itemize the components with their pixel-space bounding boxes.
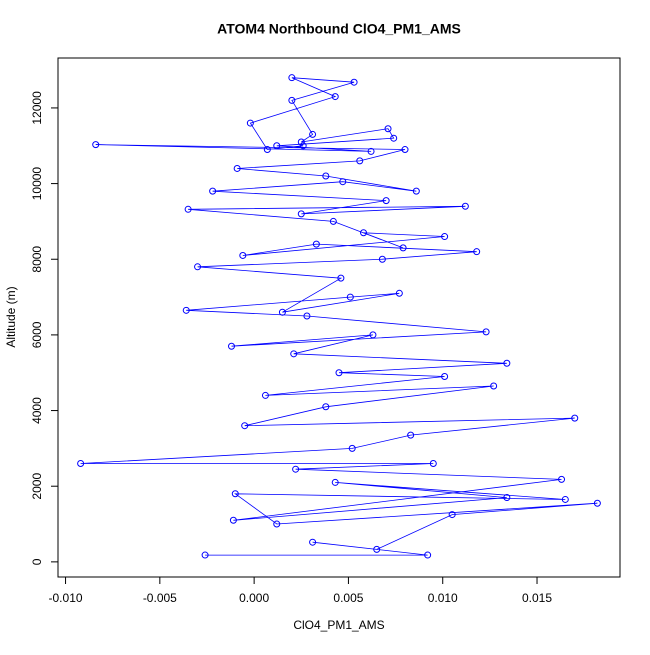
data-point	[233, 164, 241, 172]
data-point	[482, 328, 490, 336]
y-tick-label: 8000	[30, 246, 44, 273]
chart-title: ATOM4 Northbound ClO4_PM1_AMS	[217, 21, 461, 37]
data-point	[288, 74, 296, 82]
x-tick-label: 0.010	[428, 591, 458, 605]
data-point	[346, 293, 354, 301]
data-point	[429, 460, 437, 468]
data-point	[390, 134, 398, 142]
data-point	[329, 217, 337, 225]
data-point	[246, 119, 254, 127]
data-point	[228, 342, 236, 350]
x-tick-label: 0.005	[333, 591, 363, 605]
data-point	[263, 146, 271, 154]
data-point	[384, 125, 392, 133]
x-tick-label: 0.000	[239, 591, 269, 605]
data-point	[412, 187, 420, 195]
data-point	[448, 511, 456, 519]
data-point	[273, 142, 281, 150]
data-point	[309, 130, 317, 138]
data-point	[490, 382, 498, 390]
data-point	[561, 495, 569, 503]
data-point	[401, 146, 409, 154]
data-point	[335, 369, 343, 377]
data-point	[356, 157, 364, 165]
data-point	[241, 422, 249, 430]
data-point	[382, 197, 390, 205]
data-point	[229, 516, 237, 524]
data-point	[290, 350, 298, 358]
data-point	[473, 248, 481, 256]
data-point	[77, 460, 85, 468]
x-tick-label: -0.010	[49, 591, 83, 605]
data-point	[331, 478, 339, 486]
data-point	[322, 172, 330, 180]
y-tick-label: 10000	[30, 167, 44, 201]
y-tick-label: 12000	[30, 91, 44, 125]
x-axis-label: ClO4_PM1_AMS	[293, 618, 384, 632]
y-tick-label: 6000	[30, 321, 44, 348]
data-point	[194, 263, 202, 271]
y-axis-label: Altitude (m)	[4, 286, 18, 347]
data-point	[395, 289, 403, 297]
data-point	[239, 251, 247, 259]
data-point	[201, 551, 209, 559]
data-point	[424, 551, 432, 559]
x-tick-label: -0.005	[143, 591, 177, 605]
data-point	[360, 229, 368, 237]
data-point	[369, 331, 377, 339]
data-point	[503, 494, 511, 502]
data-point	[367, 147, 375, 155]
data-point	[278, 308, 286, 316]
data-point	[407, 431, 415, 439]
data-line	[80, 77, 598, 556]
data-point	[571, 414, 579, 422]
data-point	[593, 499, 601, 507]
data-point	[558, 475, 566, 483]
data-point	[92, 141, 100, 149]
data-point	[209, 187, 217, 195]
data-point	[184, 205, 192, 213]
y-tick-label: 2000	[30, 473, 44, 500]
data-point	[288, 96, 296, 104]
data-point	[348, 444, 356, 452]
data-point	[461, 202, 469, 210]
data-point	[350, 78, 358, 86]
data-point	[339, 178, 347, 186]
data-point	[322, 403, 330, 411]
data-point	[273, 520, 281, 528]
data-point	[373, 545, 381, 553]
plot-frame	[57, 57, 621, 578]
data-point	[378, 255, 386, 263]
data-point	[231, 490, 239, 498]
data-point	[303, 312, 311, 320]
data-point	[261, 391, 269, 399]
data-point	[312, 240, 320, 248]
data-point	[297, 138, 305, 146]
data-point	[309, 538, 317, 546]
y-tick-label: 4000	[30, 397, 44, 424]
data-point	[297, 210, 305, 218]
data-point	[292, 465, 300, 473]
data-point	[182, 306, 190, 314]
data-point	[503, 359, 511, 367]
data-point	[331, 93, 339, 101]
data-point	[299, 142, 307, 150]
data-point	[399, 244, 407, 252]
data-point	[337, 274, 345, 282]
data-point	[441, 233, 449, 241]
x-tick-label: 0.015	[522, 591, 552, 605]
y-tick-label: 0	[30, 558, 44, 565]
data-point	[441, 373, 449, 381]
